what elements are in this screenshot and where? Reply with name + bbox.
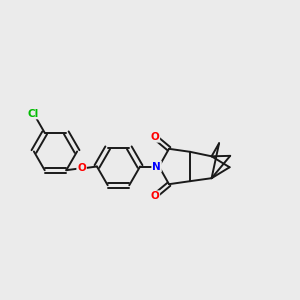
Text: O: O [151, 132, 159, 142]
Text: N: N [152, 161, 161, 172]
Text: O: O [151, 191, 159, 201]
Text: Cl: Cl [28, 109, 39, 118]
Text: O: O [77, 164, 86, 173]
